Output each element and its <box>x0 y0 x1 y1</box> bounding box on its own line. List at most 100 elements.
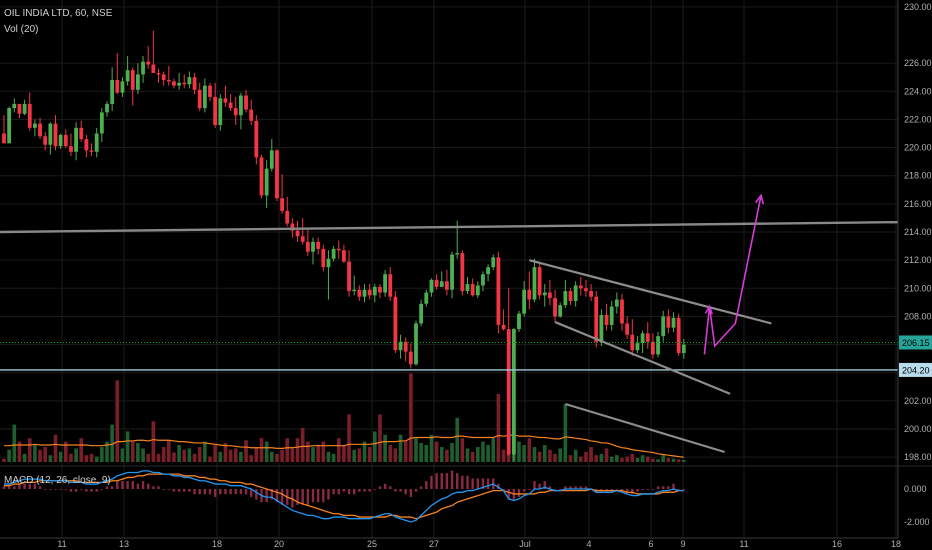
macd-histogram-bar <box>419 486 423 489</box>
macd-histogram-bar <box>332 489 335 495</box>
macd-histogram-bar <box>373 489 376 490</box>
volume-bar <box>233 448 238 462</box>
macd-histogram-bar <box>265 489 268 503</box>
candle-body <box>115 80 120 93</box>
macd-histogram-bar <box>38 486 42 489</box>
macd-histogram-bar <box>399 489 402 492</box>
volume-bar <box>2 458 6 462</box>
candle-body <box>264 168 269 196</box>
volume-bar <box>537 451 542 462</box>
volume-bar <box>568 455 573 462</box>
volume-bar <box>151 421 156 462</box>
macd-histogram-bar <box>409 489 413 497</box>
candle-body <box>620 299 624 324</box>
volume-bar <box>259 438 264 462</box>
volume-bar <box>496 394 501 462</box>
volume-bar <box>676 459 681 462</box>
volume-trend-line <box>565 402 726 454</box>
macd-histogram-bar <box>280 489 284 505</box>
volume-bar <box>141 448 145 462</box>
candle-body <box>53 123 58 147</box>
candle-body <box>542 292 547 296</box>
candle-body <box>424 292 429 304</box>
candle-body <box>141 61 145 75</box>
candle-body <box>532 267 537 300</box>
price-tick-label: 218.00 <box>904 171 932 181</box>
volume-bar <box>434 441 439 462</box>
price-tick-label: 202.00 <box>904 396 932 406</box>
macd-histogram-bar <box>255 489 258 500</box>
macd-histogram-bar <box>193 489 196 495</box>
candle-body <box>635 343 640 351</box>
volume-label: Vol (20) <box>4 24 39 35</box>
volume-bar <box>517 441 521 462</box>
candle-body <box>197 89 202 109</box>
candle-body <box>445 281 449 290</box>
candle-body <box>434 279 439 287</box>
macd-histogram-bar <box>152 486 155 489</box>
volume-bar <box>532 447 537 462</box>
candle-body <box>326 258 331 268</box>
macd-histogram-bar <box>481 478 485 489</box>
candle-body <box>166 80 171 82</box>
candle-body <box>589 291 593 297</box>
macd-histogram-bar <box>126 481 129 489</box>
candle-body <box>378 286 382 293</box>
macd-histogram-bar <box>327 489 330 500</box>
candle-body <box>470 284 475 296</box>
candle-body <box>105 103 109 113</box>
candle-body <box>604 315 609 325</box>
macd-histogram-bar <box>147 483 150 489</box>
price-tick-label: 224.00 <box>904 86 932 96</box>
candle-body <box>259 157 264 196</box>
last-price-label-bg <box>899 335 932 350</box>
volume-bar <box>27 438 32 462</box>
volume-bar <box>187 448 192 462</box>
macd-histogram-bar <box>435 473 438 489</box>
candle-body <box>74 127 78 152</box>
drawn-lines <box>0 193 899 454</box>
volume-bar <box>136 442 140 462</box>
candle-body <box>666 316 671 328</box>
candle-body <box>367 289 372 296</box>
candle-body <box>548 292 552 299</box>
volume-bar <box>470 451 475 462</box>
volume-bar <box>414 438 418 462</box>
candle-body <box>182 82 187 85</box>
candle-body <box>280 198 284 211</box>
candle-body <box>419 303 424 324</box>
volume-bar <box>167 440 171 462</box>
volume-bar <box>439 447 444 462</box>
candle-body <box>403 341 408 352</box>
macd-histogram-bar <box>646 489 649 490</box>
candle-body <box>362 289 367 297</box>
macd-histogram-bar <box>234 489 237 495</box>
macd-histogram-bar <box>183 489 186 492</box>
macd-histogram-bar <box>353 489 356 495</box>
macd-histogram-bar <box>466 475 469 489</box>
volume-bar <box>38 449 42 462</box>
candle-body <box>213 96 218 126</box>
candle-body <box>511 329 516 455</box>
macd-histogram-bar <box>579 486 582 489</box>
candle-body <box>475 285 480 296</box>
price-tick-label: 210.00 <box>904 283 932 293</box>
macd-histogram-bar <box>378 486 382 489</box>
macd-histogram-bar <box>528 489 531 490</box>
macd-histogram-bar <box>522 489 526 492</box>
macd-histogram-bar <box>471 478 474 489</box>
volume-bar <box>620 457 624 462</box>
macd-histogram-bar <box>306 489 310 505</box>
candle-body <box>311 241 315 252</box>
candle-body <box>506 329 511 455</box>
candle-body <box>305 241 310 252</box>
volume-bar <box>331 453 336 462</box>
volume-bar <box>290 448 295 462</box>
volume-bar <box>661 455 665 462</box>
candle-body <box>486 267 490 275</box>
candle-body <box>352 289 357 292</box>
macd-histogram-bar <box>631 489 634 495</box>
time-tick-label: 9 <box>680 539 685 549</box>
candle-body <box>233 108 238 116</box>
